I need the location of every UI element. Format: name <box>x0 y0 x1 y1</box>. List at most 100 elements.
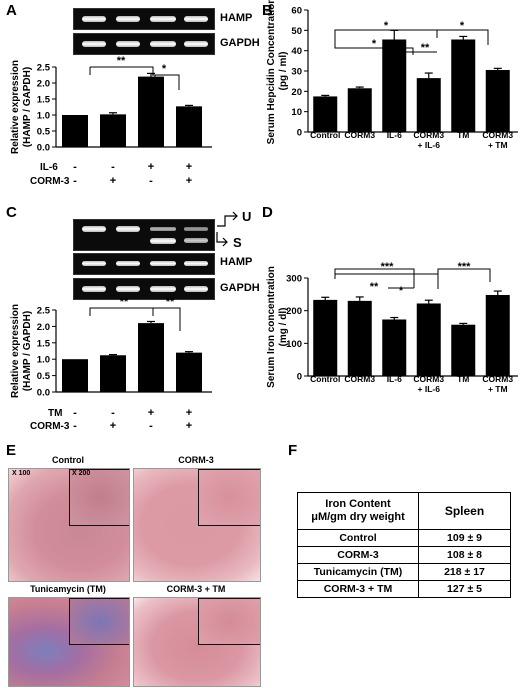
panel-c-label: C <box>6 204 17 221</box>
histology-corm3-tm <box>133 597 261 687</box>
treatment-sign: + <box>110 175 116 187</box>
treat-c-1: TM <box>48 408 62 419</box>
category-label-b: CORM3 + IL-6 <box>413 130 444 150</box>
treatment-sign: - <box>111 407 115 419</box>
y-tick-label-b: 40 <box>291 46 302 57</box>
bar-b <box>347 88 372 132</box>
bar-a <box>62 115 88 147</box>
y-tick-label-d: 0 <box>297 372 302 383</box>
y-tick-label-c: 0.0 <box>37 388 50 399</box>
bar-a <box>138 76 164 147</box>
bar-a <box>100 114 126 147</box>
treatment-sign: - <box>73 175 77 187</box>
y-tick-label-c: 1.0 <box>37 355 50 366</box>
row-value: 109 ± 9 <box>418 529 511 547</box>
sig-d-1: ** <box>370 281 379 293</box>
y-tick-label-a: 2.0 <box>37 79 50 90</box>
y-tick-label-c: 2.0 <box>37 322 50 333</box>
treatment-sign: + <box>148 161 154 173</box>
treat-a-1: IL-6 <box>40 162 58 173</box>
chart-a: 0.0 0.5 1.0 1.5 2.0 2.5 Relative expression(HA… <box>10 55 212 187</box>
band-label-gapdh-a: GAPDH <box>220 37 260 49</box>
chart-c: 0.0 0.5 1.0 1.5 2.0 2.5 Relative expression(HA… <box>10 296 212 432</box>
y-tick-label-b: 30 <box>291 67 302 78</box>
category-label-b: Control <box>310 130 340 140</box>
category-label-b: IL-6 <box>387 130 402 140</box>
mag-low-label: X 100 <box>12 470 31 477</box>
y-tick-label-a: 0.5 <box>37 127 51 138</box>
y-tick-label-a: 1.5 <box>37 95 51 106</box>
treatment-sign: + <box>186 420 192 432</box>
bar-c <box>62 359 88 392</box>
sig-b-4: * <box>460 20 465 32</box>
band-label-gapdh-c: GAPDH <box>220 282 260 294</box>
sig-b-1: * <box>384 20 389 32</box>
sig-b-2: * <box>372 38 377 50</box>
image-label-control: Control <box>52 455 84 465</box>
bar-b <box>382 39 407 132</box>
treat-c-2: CORM-3 <box>30 421 70 432</box>
treatment-sign: + <box>186 161 192 173</box>
gel-hamp-c <box>73 253 215 275</box>
panel-e-label: E <box>6 442 17 459</box>
panel-b-label: B <box>262 2 273 19</box>
iron-table: Iron Content μM/gm dry weight Spleen Con… <box>297 492 511 598</box>
bar-d <box>313 299 338 376</box>
row-value: 127 ± 5 <box>418 580 511 598</box>
y-tick-label-b: 60 <box>291 6 302 17</box>
sig-a-1: ** <box>117 55 126 67</box>
bar-b <box>451 39 476 132</box>
y-tick-label-a: 2.5 <box>37 63 51 74</box>
sig-a-2: * <box>162 63 167 75</box>
category-label-d: IL-6 <box>387 374 402 384</box>
bar-c <box>138 323 164 392</box>
gel-splice-c <box>73 219 215 251</box>
bar-b <box>416 78 441 132</box>
treatment-sign: - <box>111 161 115 173</box>
panel-f-label: F <box>288 442 298 459</box>
row-group: Control <box>297 529 419 547</box>
y-tick-label-d: 200 <box>286 306 302 317</box>
y-axis-label-c: Relative expression(HAMP / GAPDH) <box>10 304 33 398</box>
bar-b <box>485 69 510 132</box>
category-label-d: CORM3 <box>344 374 375 384</box>
panel-a-label: A <box>6 2 17 19</box>
treatment-sign: + <box>186 175 192 187</box>
table-row: Control 109 ± 9 <box>297 529 511 547</box>
y-axis-label-a: Relative expression(HAMP / GAPDH) <box>10 60 33 154</box>
bar-d <box>451 324 476 376</box>
header-spleen: Spleen <box>418 492 511 530</box>
category-label-b: CORM3 + TM <box>482 130 513 150</box>
row-group: Tunicamycin (TM) <box>297 563 419 581</box>
image-label-tm: Tunicamycin (TM) <box>30 584 106 594</box>
y-tick-label-b: 50 <box>291 26 302 37</box>
category-label-d: TM <box>457 374 469 384</box>
y-tick-label-d: 300 <box>286 274 302 285</box>
sig-d-4: *** <box>458 261 472 273</box>
bar-d <box>382 319 407 376</box>
image-label-corm3: CORM-3 <box>178 455 214 465</box>
band-label-hamp-a: HAMP <box>220 12 253 24</box>
y-axis-label-b: Serum Hepcidin Concentration(pg / ml) <box>266 0 289 144</box>
splice-arrows <box>216 211 238 247</box>
splice-label-u: U <box>242 209 252 224</box>
category-label-d: CORM3 + TM <box>482 374 513 394</box>
category-label-d: Control <box>310 374 340 384</box>
header-iron-content: Iron Content μM/gm dry weight <box>297 492 419 530</box>
band-label-hamp-c: HAMP <box>220 256 253 268</box>
iron-table-header: Iron Content μM/gm dry weight Spleen <box>297 492 511 530</box>
panel-d-label: D <box>262 204 273 221</box>
y-tick-label-b: 0 <box>297 128 302 139</box>
y-tick-label-c: 2.5 <box>37 306 51 317</box>
bar-c <box>176 352 202 392</box>
y-tick-label-b: 10 <box>291 107 302 118</box>
y-tick-label-d: 100 <box>286 339 302 350</box>
splice-label-s: S <box>233 235 242 250</box>
category-label-b: CORM3 <box>344 130 375 140</box>
gel-gapdh-a <box>73 33 215 55</box>
bar-d <box>416 303 441 376</box>
bar-d <box>347 300 372 376</box>
treatment-sign: - <box>73 407 77 419</box>
